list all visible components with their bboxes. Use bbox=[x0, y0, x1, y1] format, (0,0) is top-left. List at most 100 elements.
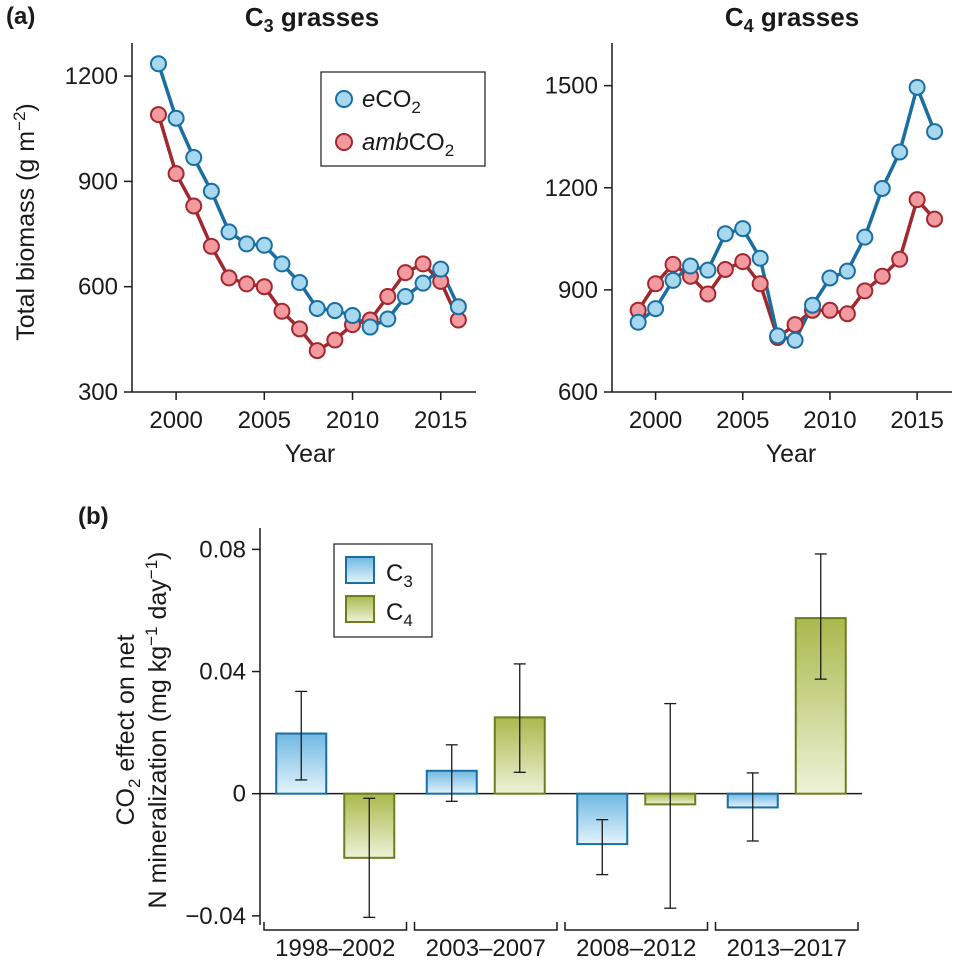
c4-x-tick-label: 2010 bbox=[803, 407, 856, 434]
c4-point-eCO2 bbox=[838, 262, 856, 280]
c4-series-line-eCO2 bbox=[637, 85, 937, 343]
c4-point-ambCO2 bbox=[856, 282, 874, 300]
legend-eco2-label: eCO2 bbox=[362, 86, 421, 117]
c3-chart-title: C3 grasses bbox=[245, 2, 379, 36]
c4-point-eCO2 bbox=[629, 313, 647, 331]
c3-point-eCO2 bbox=[255, 236, 273, 254]
c3-y-axis-label: Total biomass (g m−2) bbox=[10, 103, 40, 341]
panel-b-label: (b) bbox=[78, 503, 109, 530]
c3-point-ambCO2 bbox=[273, 302, 291, 320]
category-label: 2013–2017 bbox=[727, 935, 847, 962]
c3-point-ambCO2 bbox=[379, 288, 397, 306]
c3-x-axis-label: Year bbox=[285, 440, 336, 468]
c3-x-tick-label: 2010 bbox=[326, 407, 379, 434]
c3-point-eCO2 bbox=[379, 310, 397, 328]
c4-point-ambCO2 bbox=[751, 275, 769, 293]
c4-y-tick-label: 600 bbox=[558, 379, 598, 406]
c3-point-ambCO2 bbox=[326, 331, 344, 349]
c3-point-ambCO2 bbox=[167, 165, 185, 183]
c4-point-ambCO2 bbox=[647, 275, 665, 293]
c4-x-tick-label: 2005 bbox=[716, 407, 769, 434]
bar-y-axis-label-line1: CO2 effect on net bbox=[112, 634, 144, 825]
legend-a-box bbox=[320, 71, 486, 167]
category-bracket bbox=[564, 922, 709, 931]
c4-x-axis-label: Year bbox=[766, 440, 817, 468]
category-label: 1998–2002 bbox=[275, 935, 395, 962]
c4-point-eCO2 bbox=[786, 331, 804, 349]
c4-chart-title: C4 grasses bbox=[725, 2, 859, 36]
c3-point-eCO2 bbox=[414, 274, 432, 292]
bar-y-axis-label-line2: N mineralization (mg kg−1 day−1) bbox=[142, 552, 172, 909]
c4-y-tick-label: 1500 bbox=[545, 73, 598, 100]
legend-c3-label: C3 bbox=[386, 560, 413, 591]
category-bracket bbox=[263, 922, 408, 931]
legend-a: eCO2 ambCO2 bbox=[320, 71, 486, 167]
c3-point-eCO2 bbox=[291, 273, 309, 291]
c4-point-eCO2 bbox=[751, 249, 769, 267]
c4-point-eCO2 bbox=[647, 300, 665, 318]
c3-point-ambCO2 bbox=[185, 197, 203, 215]
legend-eco2-marker bbox=[335, 90, 353, 108]
c4-point-ambCO2 bbox=[699, 285, 717, 303]
c4-point-eCO2 bbox=[734, 220, 752, 238]
c3-y-tick-label: 900 bbox=[78, 168, 118, 195]
c3-point-ambCO2 bbox=[414, 255, 432, 273]
bar-y-tick-label: 0.08 bbox=[199, 536, 246, 563]
category-bracket bbox=[413, 922, 558, 931]
bar-y-tick-label: −0.04 bbox=[185, 903, 246, 930]
c4-point-eCO2 bbox=[926, 123, 944, 141]
c3-point-eCO2 bbox=[326, 302, 344, 320]
legend-b: C3 C4 bbox=[333, 543, 433, 638]
c3-point-eCO2 bbox=[238, 235, 256, 253]
bar-chart: −0.04 0 0.04 0.08 1998–2002 2003–2007 2008–201… bbox=[185, 528, 862, 962]
c3-x-tick-label: 2000 bbox=[149, 407, 202, 434]
c4-y-tick-label: 1200 bbox=[545, 175, 598, 202]
c3-point-ambCO2 bbox=[291, 320, 309, 338]
c3-x-tick-label: 2015 bbox=[414, 407, 467, 434]
c3-y-tick-label: 300 bbox=[78, 379, 118, 406]
c4-point-ambCO2 bbox=[873, 267, 891, 285]
c4-y-tick-label: 900 bbox=[558, 277, 598, 304]
c4-x-tick-label: 2015 bbox=[890, 407, 943, 434]
c3-point-ambCO2 bbox=[255, 278, 273, 296]
c3-point-eCO2 bbox=[396, 288, 414, 306]
legend-c4-swatch bbox=[345, 595, 375, 623]
panel-a-label: (a) bbox=[6, 3, 35, 30]
c3-point-ambCO2 bbox=[308, 342, 326, 360]
c4-point-eCO2 bbox=[873, 179, 891, 197]
legend-c4-label: C4 bbox=[386, 599, 413, 630]
category-label: 2008–2012 bbox=[576, 935, 696, 962]
c3-x-tick-label: 2005 bbox=[238, 407, 291, 434]
c3-point-eCO2 bbox=[361, 318, 379, 336]
c3-point-eCO2 bbox=[149, 55, 167, 73]
c4-point-ambCO2 bbox=[664, 255, 682, 273]
bar-y-tick-label: 0.04 bbox=[199, 659, 246, 686]
c4-point-ambCO2 bbox=[891, 250, 909, 268]
category-label: 2003–2007 bbox=[426, 935, 546, 962]
bar-y-tick-label: 0 bbox=[233, 781, 246, 808]
legend-ambco2-label: ambCO2 bbox=[362, 129, 454, 160]
c4-point-eCO2 bbox=[681, 257, 699, 275]
c4-point-eCO2 bbox=[664, 271, 682, 289]
c3-y-tick-label: 600 bbox=[78, 274, 118, 301]
c4-point-ambCO2 bbox=[821, 301, 839, 319]
legend-ambco2-marker bbox=[335, 133, 353, 151]
c3-point-eCO2 bbox=[344, 306, 362, 324]
c4-point-ambCO2 bbox=[908, 191, 926, 209]
c4-point-eCO2 bbox=[716, 225, 734, 243]
c3-point-eCO2 bbox=[202, 182, 220, 200]
c4-point-eCO2 bbox=[908, 78, 926, 96]
c3-point-eCO2 bbox=[185, 149, 203, 167]
c4-point-eCO2 bbox=[821, 269, 839, 287]
legend-c3-swatch bbox=[345, 556, 375, 584]
c3-point-eCO2 bbox=[167, 109, 185, 127]
c4-point-ambCO2 bbox=[734, 253, 752, 271]
c4-point-eCO2 bbox=[769, 327, 787, 345]
c3-point-eCO2 bbox=[220, 223, 238, 241]
c4-point-eCO2 bbox=[856, 228, 874, 246]
c3-line-chart: 300 600 900 1200 2000 2005 2010 2015 bbox=[65, 43, 476, 434]
c4-line-chart: 600 900 1200 1500 2000 2005 2010 2015 bbox=[545, 43, 952, 434]
c4-point-ambCO2 bbox=[926, 210, 944, 228]
c3-point-eCO2 bbox=[449, 298, 467, 316]
